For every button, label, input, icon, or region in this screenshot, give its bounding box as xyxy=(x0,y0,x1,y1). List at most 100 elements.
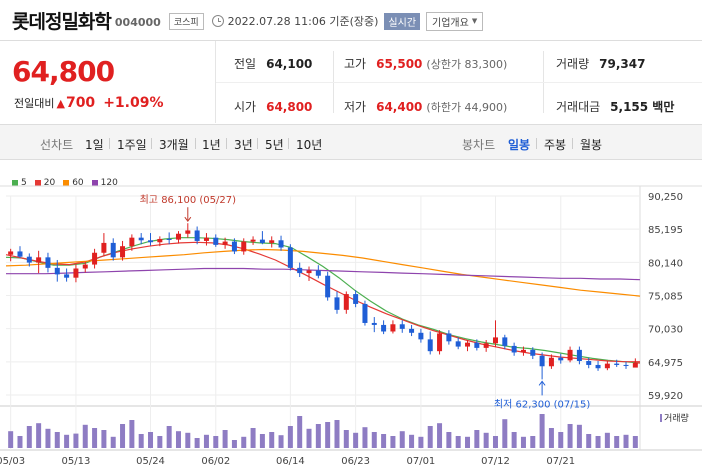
high-arrow-head xyxy=(184,216,192,223)
amount-label: 거래대금 xyxy=(556,100,601,114)
volume-bar xyxy=(129,420,135,448)
tab-3year[interactable]: 3년 xyxy=(234,138,253,152)
candle-body xyxy=(539,355,545,367)
legend-label: 120 xyxy=(100,178,118,188)
low-label: 저가 xyxy=(344,100,367,114)
legend-ma20[interactable]: 20 xyxy=(34,178,56,188)
volume-bar xyxy=(353,432,359,448)
candle-body xyxy=(82,264,88,269)
candle-body xyxy=(17,251,23,257)
volume-bar xyxy=(474,430,480,448)
candle-body xyxy=(586,361,592,365)
candle-body xyxy=(213,237,219,245)
legend-ma5[interactable]: 5 xyxy=(12,178,27,188)
volume-bar xyxy=(17,436,23,448)
volume-bar xyxy=(8,431,14,448)
current-price: 64,800 xyxy=(12,55,115,88)
y-tick-label: 80,140 xyxy=(648,258,683,269)
high-label: 고가 xyxy=(344,57,367,71)
volume-bar xyxy=(194,438,200,448)
tab-weekly[interactable]: 주봉 xyxy=(544,138,567,152)
candle-body xyxy=(250,239,256,242)
x-tick-label: 07/01 xyxy=(406,456,435,467)
volume-bar xyxy=(567,424,573,448)
candle-body xyxy=(36,257,42,263)
volume-bar xyxy=(185,432,191,448)
divider xyxy=(536,138,537,149)
x-tick-label: 06/02 xyxy=(201,456,230,467)
legend-swatch xyxy=(12,180,18,186)
volume-value: 79,347 xyxy=(599,56,646,71)
candle-body xyxy=(483,343,489,348)
prev-close-value: 64,100 xyxy=(266,56,313,71)
volume-swatch xyxy=(660,413,662,422)
candle-body xyxy=(222,241,228,245)
volume-bar xyxy=(120,424,126,448)
candle-body xyxy=(511,345,517,353)
legend-label: 5 xyxy=(21,178,27,188)
candle-body xyxy=(632,362,638,368)
candle-body xyxy=(492,337,498,344)
x-tick-label: 06/14 xyxy=(276,456,305,467)
tab-5year[interactable]: 5년 xyxy=(265,138,284,152)
change-label: 전일대비 xyxy=(14,97,55,110)
divider xyxy=(216,82,702,83)
timestamp: 2022.07.28 11:06 기준(장중) xyxy=(227,15,379,28)
x-tick-label: 07/12 xyxy=(481,456,510,467)
volume-bar xyxy=(231,440,237,448)
legend-ma60[interactable]: 60 xyxy=(63,178,84,188)
candle-body xyxy=(418,332,424,340)
candle-body xyxy=(148,240,154,243)
candle-body xyxy=(64,274,70,278)
tab-10year[interactable]: 10년 xyxy=(296,138,323,152)
open-label: 시가 xyxy=(234,100,257,114)
volume-bar xyxy=(362,427,368,448)
tab-daily[interactable]: 일봉 xyxy=(508,138,531,152)
x-tick-label: 05/13 xyxy=(62,456,91,467)
trade-amount: 거래대금 5,155 백만 xyxy=(556,98,674,115)
tab-monthly[interactable]: 월봉 xyxy=(580,138,603,152)
candle-body xyxy=(427,339,433,352)
tab-1week[interactable]: 1주일 xyxy=(117,138,147,152)
candle-body xyxy=(343,294,349,310)
volume-bar xyxy=(241,436,247,448)
candle-body xyxy=(92,252,98,265)
candle-body xyxy=(371,322,377,325)
candle-body xyxy=(576,349,582,362)
volume-bar xyxy=(325,422,331,448)
volume-bar xyxy=(558,432,564,448)
candle-body xyxy=(465,342,471,347)
legend-label: 20 xyxy=(43,178,56,188)
realtime-button[interactable]: 실시간 xyxy=(384,12,421,30)
x-tick-label: 05/24 xyxy=(136,456,165,467)
candle-body xyxy=(558,357,564,361)
candle-body xyxy=(325,275,331,298)
company-overview-dropdown[interactable]: 기업개요 ▼ xyxy=(426,11,484,31)
tab-1day[interactable]: 1일 xyxy=(85,138,104,152)
candle-body xyxy=(306,270,312,274)
volume-bar xyxy=(64,434,70,448)
y-tick-label: 70,030 xyxy=(648,325,683,336)
volume-bar xyxy=(390,436,396,448)
upper-limit: (상한가 83,300) xyxy=(426,57,508,71)
candle-body xyxy=(138,237,144,241)
volume-bar xyxy=(604,432,610,448)
tab-3month[interactable]: 3개월 xyxy=(159,138,189,152)
tab-1year[interactable]: 1년 xyxy=(202,138,221,152)
divider xyxy=(151,138,152,149)
volume-bar xyxy=(26,426,32,448)
price-box: 64,800 전일대비 ▲ 700 +1.09% xyxy=(0,41,216,123)
legend-ma120[interactable]: 120 xyxy=(91,178,118,188)
candle-body xyxy=(381,324,387,332)
chart-toolbar: 선차트 1일 1주일 3개월 1년 3년 5년 10년 봉차트 일봉 주봉 월봉 xyxy=(0,124,702,160)
volume-bar xyxy=(213,436,219,448)
stock-header: 롯데정밀화학 004000 코스피 2022.07.28 11:06 기준(장중… xyxy=(0,0,702,40)
clock-icon xyxy=(211,15,224,27)
candle-body xyxy=(101,242,107,253)
candle-body xyxy=(409,328,415,333)
candle-body xyxy=(287,247,293,268)
candle-body xyxy=(446,333,452,342)
volume-bar xyxy=(259,434,265,448)
divider xyxy=(109,138,110,149)
